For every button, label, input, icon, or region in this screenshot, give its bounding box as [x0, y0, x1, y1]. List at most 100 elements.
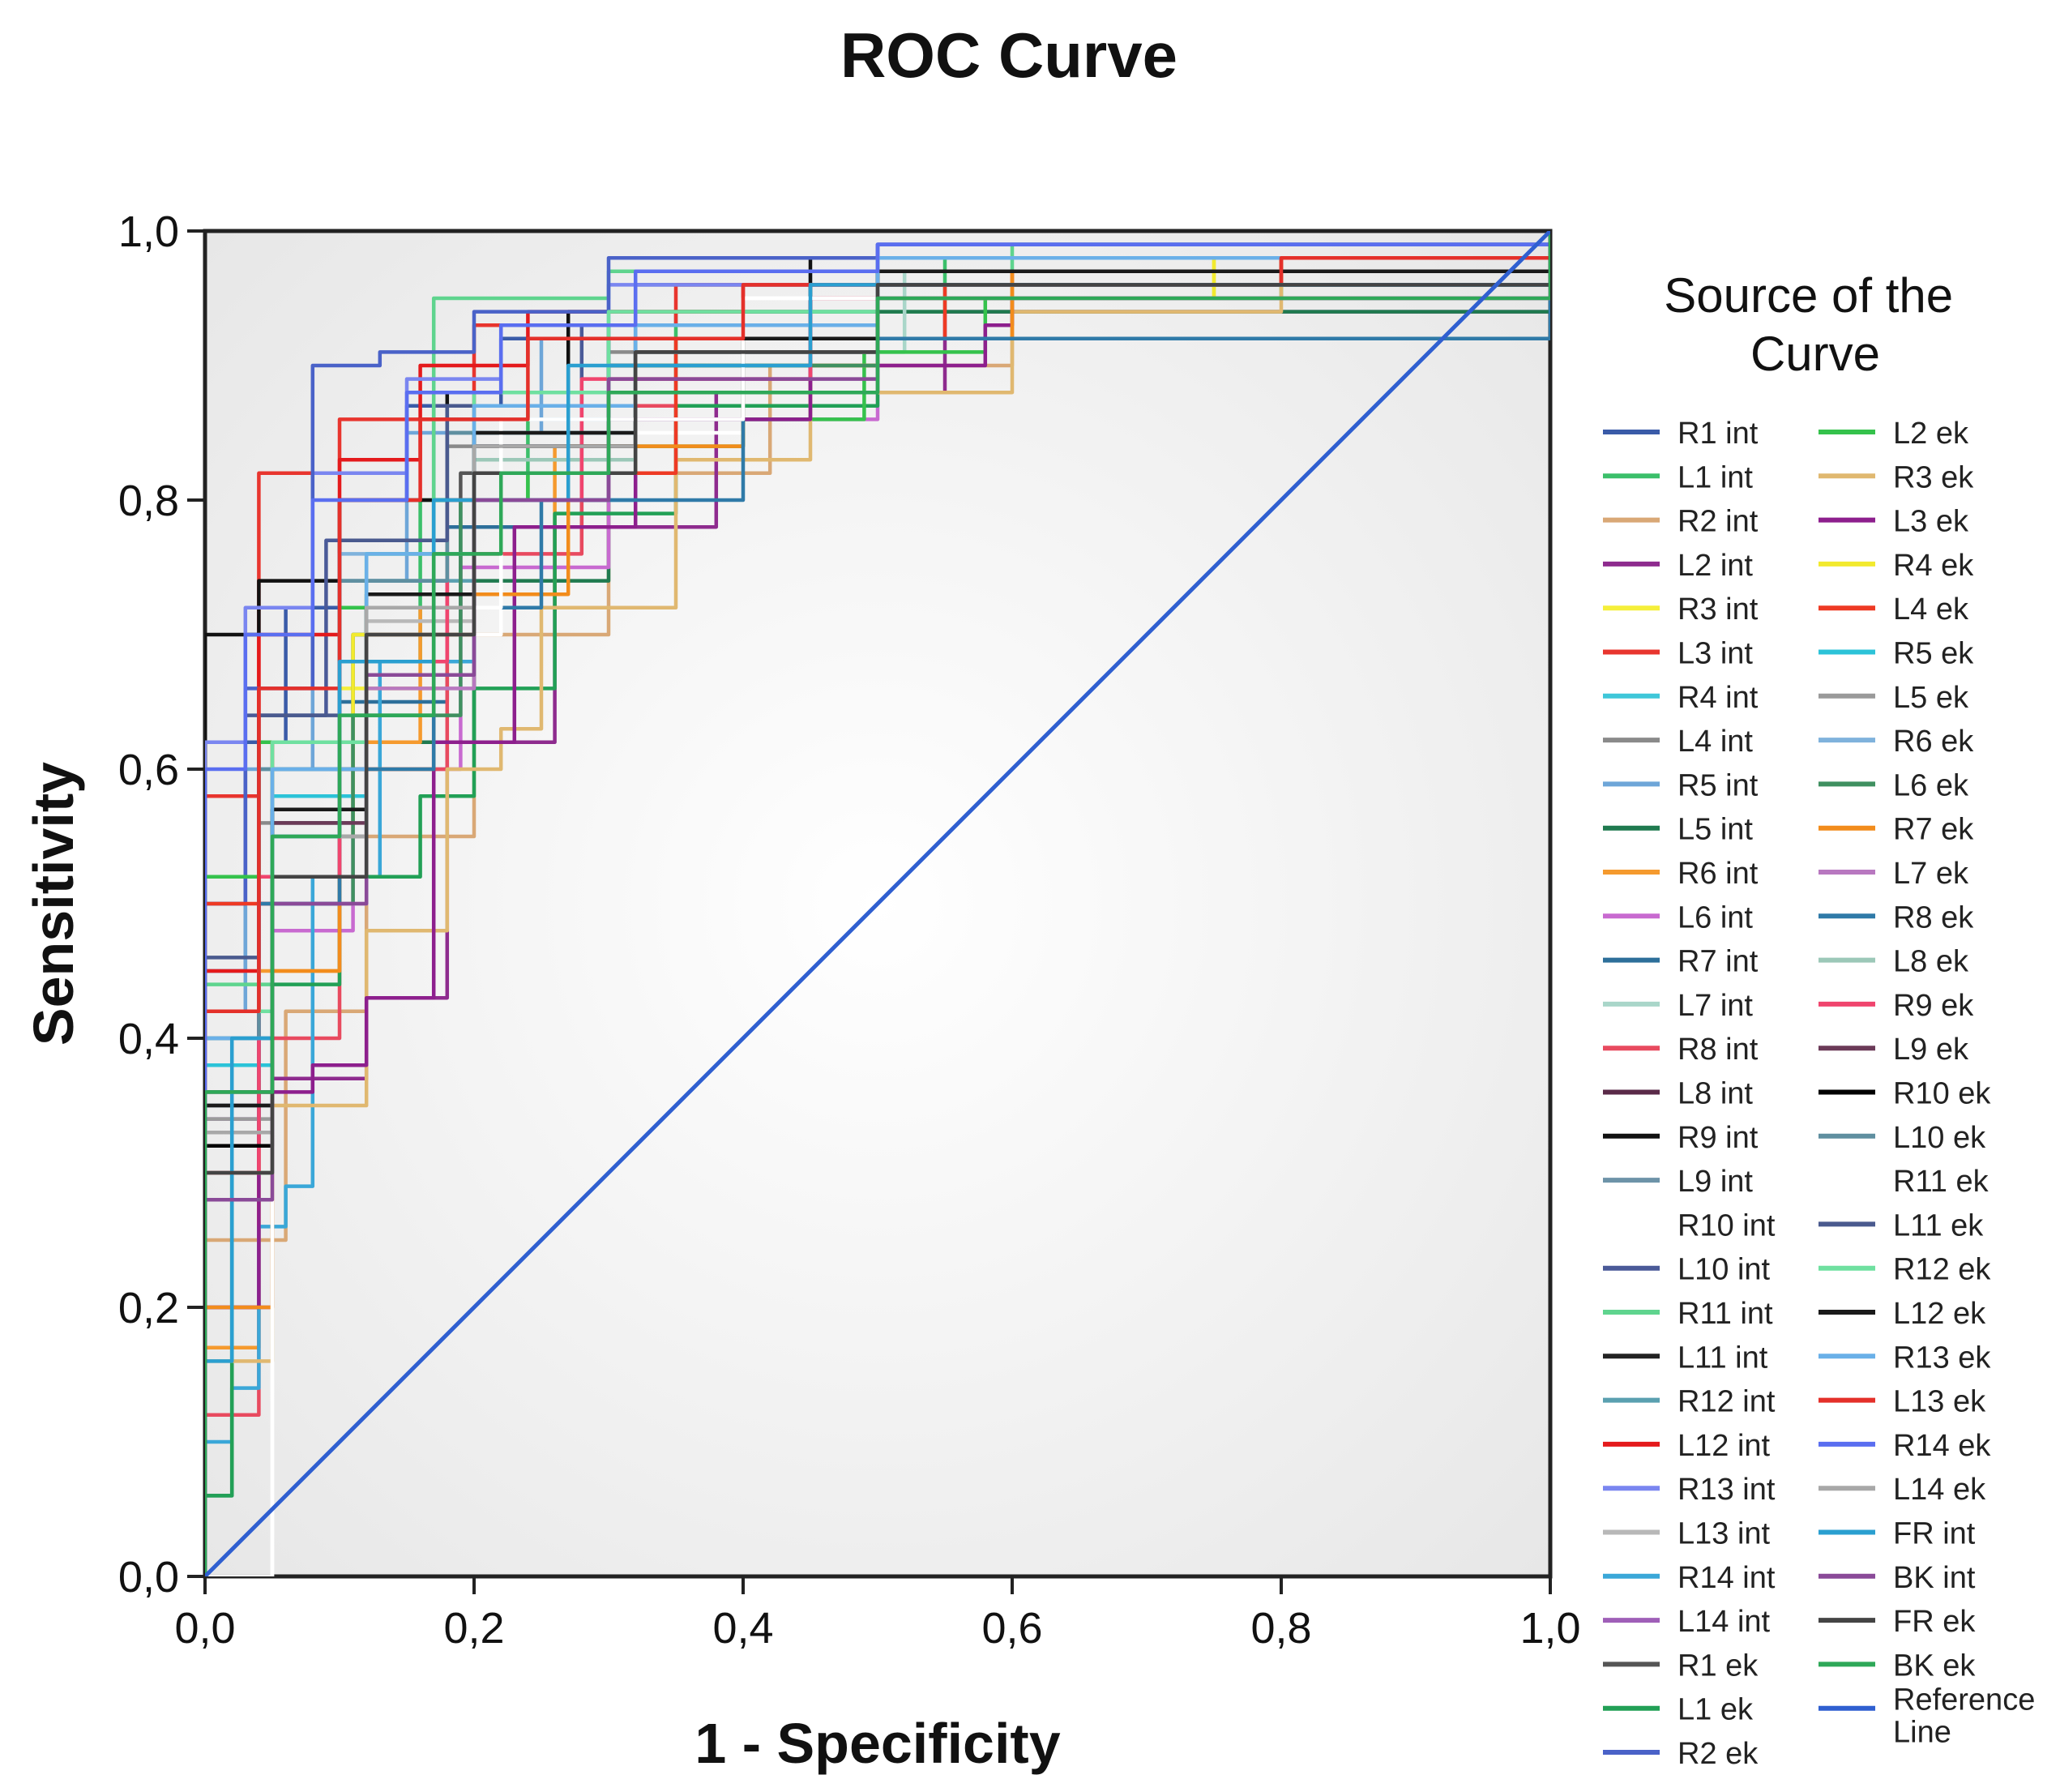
legend-label: L4 ek — [1893, 592, 1969, 627]
legend-label: R10 ek — [1893, 1077, 1991, 1111]
legend-label: R8 ek — [1893, 900, 1974, 934]
roc-curve-r14-ek — [205, 231, 1550, 1576]
legend-item: R10 int — [1603, 1208, 1776, 1242]
legend-item: FR int — [1819, 1517, 1976, 1551]
legend-item: L5 ek — [1819, 681, 1969, 715]
legend-label: L2 int — [1677, 549, 1753, 583]
legend-label: L9 ek — [1893, 1033, 1969, 1067]
x-tick-label: 0,6 — [981, 1604, 1042, 1653]
y-tick-label: 0,0 — [118, 1553, 179, 1602]
legend-label: L5 ek — [1893, 681, 1969, 715]
legend-label: L3 int — [1677, 637, 1753, 671]
legend-item: L12 ek — [1819, 1297, 1986, 1331]
legend-item: L10 ek — [1819, 1121, 1986, 1155]
legend-label: BK int — [1893, 1561, 1976, 1595]
legend-label: R1 int — [1677, 417, 1759, 451]
legend-label: R5 ek — [1893, 637, 1974, 671]
legend-label: R2 ek — [1677, 1737, 1759, 1771]
roc-curve-r3-ek — [205, 231, 1550, 1576]
legend-item: R8 int — [1603, 1033, 1759, 1067]
legend-label: R6 int — [1677, 857, 1759, 891]
legend-label: R11 ek — [1893, 1165, 1989, 1199]
legend-label: R13 int — [1677, 1473, 1776, 1507]
legend-item: R2 ek — [1603, 1737, 1759, 1771]
legend-item: R6 ek — [1819, 725, 1974, 759]
legend-label: L13 int — [1677, 1517, 1771, 1551]
legend-label: L1 ek — [1677, 1693, 1754, 1727]
legend-label: L10 int — [1677, 1253, 1771, 1287]
legend-item: R10 ek — [1819, 1077, 1991, 1111]
legend-item: L12 int — [1603, 1429, 1771, 1463]
legend-item: R14 ek — [1819, 1429, 1991, 1463]
x-axis-ticks: 0,0 0,2 0,4 0,6 0,8 1,0 — [174, 1576, 1581, 1653]
legend-label: L11 int — [1677, 1341, 1768, 1375]
x-tick-label: 0,8 — [1250, 1604, 1311, 1653]
legend-label: R12 ek — [1893, 1253, 1991, 1287]
legend-label: R14 ek — [1893, 1429, 1991, 1463]
legend-item: L14 int — [1603, 1605, 1771, 1639]
legend-items: R1 int L1 int R2 int L2 int R3 int L3 int R4 i… — [1603, 417, 2035, 1771]
legend-label: R2 int — [1677, 505, 1759, 539]
legend-item: L4 ek — [1819, 592, 1969, 627]
legend-label: L5 int — [1677, 813, 1753, 847]
legend-item: L4 int — [1603, 725, 1753, 759]
legend-item: BK ek — [1819, 1649, 1976, 1683]
legend-label: L12 int — [1677, 1429, 1771, 1463]
legend-item: R1 ek — [1603, 1649, 1759, 1683]
legend-title: Source of the Curve — [1664, 268, 1967, 381]
legend-label: L12 ek — [1893, 1297, 1986, 1331]
legend-label: R13 ek — [1893, 1341, 1991, 1375]
legend-item: R11 ek — [1819, 1165, 1989, 1199]
legend-label: L8 ek — [1893, 945, 1969, 979]
legend-label: L7 ek — [1893, 857, 1969, 891]
legend-item: L14 ek — [1819, 1473, 1986, 1507]
legend-label: L7 int — [1677, 989, 1753, 1023]
legend-label: L8 int — [1677, 1077, 1753, 1111]
legend-label: L6 int — [1677, 900, 1753, 934]
legend-item: R12 ek — [1819, 1253, 1991, 1287]
legend-label: R14 int — [1677, 1561, 1776, 1595]
legend-item: R12 int — [1603, 1385, 1776, 1419]
legend-item: L1 int — [1603, 460, 1753, 494]
legend-label: R3 int — [1677, 592, 1759, 627]
legend-item: R8 ek — [1819, 900, 1974, 934]
legend-label: R12 int — [1677, 1385, 1776, 1419]
roc-curve-l3-ek — [205, 231, 1550, 1576]
legend-label: L13 ek — [1893, 1385, 1986, 1419]
x-tick-label: 0,0 — [174, 1604, 235, 1653]
legend-item: R6 int — [1603, 857, 1759, 891]
legend-item: L11 ek — [1819, 1208, 1984, 1242]
legend-label: R8 int — [1677, 1033, 1759, 1067]
x-tick-label: 1,0 — [1519, 1604, 1580, 1653]
y-tick-label: 0,4 — [118, 1015, 179, 1063]
legend-item: R4 int — [1603, 681, 1759, 715]
legend-item: FR ek — [1819, 1605, 1976, 1639]
legend-item: L6 int — [1603, 900, 1753, 934]
legend-label: L1 int — [1677, 460, 1753, 494]
legend-item: L3 ek — [1819, 505, 1969, 539]
y-tick-label: 0,2 — [118, 1284, 179, 1332]
legend-label: R4 ek — [1893, 549, 1974, 583]
legend-item: R7 ek — [1819, 813, 1974, 847]
legend-item: R14 int — [1603, 1561, 1776, 1595]
chart-title: ROC Curve — [840, 19, 1177, 91]
roc-curve-l13-ek — [205, 231, 1550, 1576]
legend-label: R6 ek — [1893, 725, 1974, 759]
roc-curves — [205, 231, 1550, 1576]
legend-label: R3 ek — [1893, 460, 1974, 494]
legend-label: R9 int — [1677, 1121, 1759, 1155]
legend: Source of the Curve R1 int L1 int R2 int L2… — [1603, 268, 2035, 1771]
legend-item: L3 int — [1603, 637, 1753, 671]
legend-label: L4 int — [1677, 725, 1753, 759]
legend-item: Reference Line — [1819, 1683, 2035, 1750]
legend-label: L10 ek — [1893, 1121, 1986, 1155]
legend-label: L3 ek — [1893, 505, 1969, 539]
legend-item: L13 int — [1603, 1517, 1771, 1551]
legend-label: R1 ek — [1677, 1649, 1759, 1683]
x-tick-label: 0,4 — [712, 1604, 773, 1653]
y-tick-label: 0,6 — [118, 746, 179, 794]
legend-item: R11 int — [1603, 1297, 1773, 1331]
legend-item: L6 ek — [1819, 768, 1969, 802]
legend-label: L9 int — [1677, 1165, 1753, 1199]
legend-item: L7 int — [1603, 989, 1753, 1023]
